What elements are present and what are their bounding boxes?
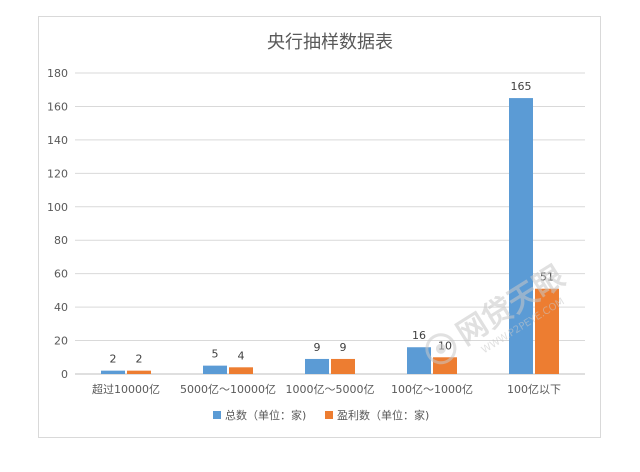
y-tick-label: 80 bbox=[54, 234, 68, 247]
legend-swatch bbox=[325, 411, 333, 419]
y-tick-label: 20 bbox=[54, 335, 68, 348]
y-tick-label: 180 bbox=[47, 67, 68, 80]
bar-total bbox=[305, 358, 329, 374]
y-tick-label: 100 bbox=[47, 201, 68, 214]
data-label: 4 bbox=[238, 349, 245, 362]
y-tick-label: 120 bbox=[47, 167, 68, 180]
bars bbox=[101, 98, 559, 374]
data-label: 9 bbox=[340, 341, 347, 354]
bar-profit bbox=[127, 370, 151, 374]
bar-profit bbox=[331, 358, 355, 374]
y-tick-label: 60 bbox=[54, 268, 68, 281]
x-axis-categories: 超过10000亿 5000亿～10000亿 1000亿～5000亿 100亿～1000… bbox=[92, 382, 561, 396]
y-tick-label: 40 bbox=[54, 301, 68, 314]
data-label: 16 bbox=[412, 329, 426, 342]
bar-profit bbox=[535, 288, 559, 374]
category-label: 100亿以下 bbox=[507, 383, 561, 396]
bar-profit bbox=[229, 367, 253, 374]
data-label: 165 bbox=[511, 80, 532, 93]
bar-total bbox=[203, 365, 227, 374]
data-label: 51 bbox=[540, 271, 554, 284]
y-axis-ticks: 0 20 40 60 80 100 120 140 160 180 bbox=[47, 67, 68, 381]
category-label: 5000亿～10000亿 bbox=[180, 383, 276, 396]
legend-label: 总数（单位：家) bbox=[225, 408, 306, 422]
gridlines bbox=[75, 72, 585, 375]
bar-profit bbox=[433, 357, 457, 374]
bar-total bbox=[101, 370, 125, 374]
y-tick-label: 140 bbox=[47, 134, 68, 147]
category-label: 超过10000亿 bbox=[92, 382, 160, 396]
bar-total bbox=[509, 98, 533, 374]
data-label: 9 bbox=[314, 341, 321, 354]
data-label: 2 bbox=[136, 353, 143, 366]
eye-pupil-icon bbox=[435, 343, 446, 354]
legend-label: 盈利数（单位：家) bbox=[337, 408, 429, 422]
data-label: 5 bbox=[212, 348, 219, 361]
category-label: 1000亿～5000亿 bbox=[286, 383, 375, 396]
chart-title: 央行抽样数据表 bbox=[267, 32, 393, 53]
y-tick-label: 160 bbox=[47, 100, 68, 113]
legend-swatch bbox=[213, 411, 221, 419]
data-label: 2 bbox=[110, 353, 117, 366]
eye-logo-icon bbox=[425, 333, 457, 365]
y-tick-label: 0 bbox=[61, 368, 68, 381]
legend: 总数（单位：家) 盈利数（单位：家) bbox=[213, 408, 429, 422]
category-label: 100亿～1000亿 bbox=[391, 383, 473, 396]
chart-svg: 央行抽样数据表 0 20 40 60 80 100 120 140 160 180 2 2 5 4 9 9 1… bbox=[47, 32, 585, 422]
chart-frame: 央行抽样数据表 0 20 40 60 80 100 120 140 160 180 2 2 5 4 9 9 1… bbox=[38, 16, 601, 438]
